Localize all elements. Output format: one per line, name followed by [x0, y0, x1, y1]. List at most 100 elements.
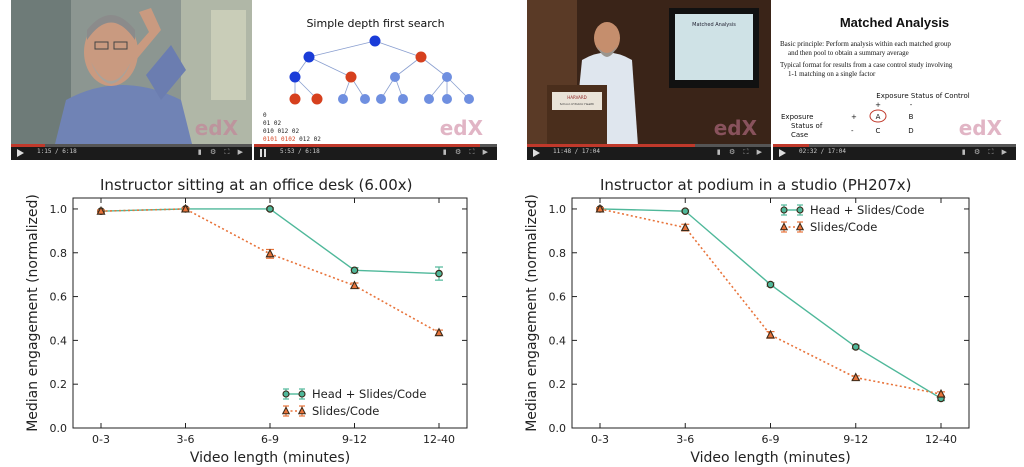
output-highlight: 0101 0102: [263, 136, 296, 143]
engagement-chart-podium: 0.0 0.2 0.4 0.6 0.8 1.0 0-3 3-6 6-9 9-12 12-40 Vide…: [524, 194, 970, 466]
slide-title: Matched Analysis: [839, 15, 950, 30]
x-tick-label: 9-12: [342, 433, 367, 446]
data-point-head-slides: [350, 266, 359, 275]
series-line: [100, 208, 440, 334]
video-controls: 1:15 / 6:18 ▮ ⚙ ⛶ ▶: [11, 144, 252, 160]
progress-fill: [254, 144, 480, 147]
legend-marker: [796, 206, 804, 214]
progress-bar[interactable]: [527, 144, 771, 147]
row-label: Case: [791, 131, 808, 139]
y-tick-label: 0.2: [549, 378, 567, 391]
progress-bar[interactable]: [11, 144, 252, 147]
slide-body: Basic principle: Perform analysis within…: [780, 40, 1012, 78]
legend-label: Slides/Code: [810, 220, 877, 234]
video-controls: 5:53 / 6:18 ▮ ⚙ ⛶ ▶: [254, 144, 497, 160]
cell-b: B: [909, 113, 914, 121]
legend-marker: [795, 222, 805, 231]
play-icon[interactable]: [533, 149, 540, 157]
cell-a: A: [876, 113, 881, 121]
podium-studio-scene: Matched Analysis HARVARD School of Publi…: [527, 0, 771, 160]
matched-table: Exposure Status of Control + - Exposure …: [781, 92, 970, 139]
chart-title: Instructor sitting at an office desk (6.…: [100, 176, 413, 194]
video-thumbnail-matched-analysis-slide[interactable]: Matched Analysis Basic principle: Perfor…: [773, 0, 1016, 160]
video-controls: 11:48 / 17:04 ▮ ⚙ ⛶ ▶: [527, 144, 771, 160]
data-point-slides-code: [180, 203, 191, 213]
y-tick-label: 0.0: [50, 422, 68, 435]
x-tick-label: 3-6: [676, 433, 694, 446]
data-point-slides-code: [680, 222, 690, 232]
play-icon[interactable]: [17, 149, 24, 157]
progress-fill: [527, 144, 696, 147]
video-thumbnail-dfs-slide[interactable]: Simple depth first search 0 01 02 010 01: [254, 0, 497, 160]
cell-c: C: [876, 127, 881, 135]
y-tick-label: 1.0: [549, 203, 567, 216]
video-time: 02:32 / 17:04: [799, 148, 846, 155]
data-point-head-slides: [435, 269, 443, 278]
data-point-head-slides: [851, 343, 860, 351]
y-tick-label: 0.4: [50, 334, 68, 347]
data-point-head-slides: [681, 207, 690, 215]
slide-paragraph: 1-1 matching on a single factor: [788, 69, 876, 78]
legend-label: Slides/Code: [312, 404, 379, 418]
video-controls: 02:32 / 17:04 ▮ ⚙ ⛶ ▶: [773, 144, 1016, 160]
progress-fill: [11, 144, 45, 147]
row-plus: +: [851, 113, 857, 121]
data-point-slides-code: [265, 248, 275, 258]
data-point-head-slides: [266, 205, 274, 213]
progress-fill: [773, 144, 810, 147]
plot-frame: [571, 197, 970, 429]
output-line: 010 012 02: [263, 128, 300, 135]
player-icons[interactable]: ▮ ⚙ ⛶ ▶: [197, 148, 246, 156]
progress-bar[interactable]: [773, 144, 1016, 147]
y-tick-label: 1.0: [50, 203, 68, 216]
engagement-chart-desk: 0.0 0.2 0.4 0.6 0.8 1.0 0-3 3-6 6-9 9-12 12-40 Vide…: [25, 194, 468, 466]
output-line: 0: [263, 112, 267, 119]
video-thumbnail-podium-instructor[interactable]: Matched Analysis HARVARD School of Publi…: [527, 0, 771, 160]
play-icon[interactable]: [779, 149, 786, 157]
row-minus: -: [851, 127, 854, 135]
slide-title: Simple depth first search: [306, 17, 445, 30]
y-tick-label: 0.2: [50, 378, 68, 391]
series-line: [599, 208, 942, 395]
legend-marker: [779, 222, 789, 231]
edx-logo: edX: [439, 116, 483, 140]
podium-sign: HARVARD: [567, 95, 586, 100]
x-tick-label: 6-9: [762, 433, 780, 446]
data-point-slides-code: [349, 280, 360, 290]
col-minus: -: [910, 101, 913, 109]
player-icons[interactable]: ▮ ⚙ ⛶ ▶: [961, 148, 1010, 156]
slide-paragraph: and then pool to obtain a summary averag…: [788, 48, 909, 57]
output-line: 012 02: [295, 136, 321, 143]
data-point-slides-code: [936, 388, 946, 398]
edx-logo: edX: [713, 116, 757, 140]
y-tick-label: 0.8: [549, 247, 567, 260]
data-point-slides-code: [595, 203, 605, 213]
podium-sign-sub: School of Public Health: [560, 102, 595, 106]
tv-slide-title: Matched Analysis: [692, 22, 736, 28]
pause-icon[interactable]: [260, 149, 266, 157]
y-tick-label: 0.0: [549, 422, 567, 435]
row-label: Status of: [791, 122, 823, 130]
player-icons[interactable]: ▮ ⚙ ⛶ ▶: [716, 148, 765, 156]
legend-marker: [281, 406, 291, 415]
legend-label: Head + Slides/Code: [810, 203, 924, 217]
legend-marker: [298, 390, 306, 398]
slide-paragraph: Typical format for results from a case c…: [780, 61, 953, 69]
circle-annotation: [869, 109, 887, 123]
video-time: 5:53 / 6:18: [280, 148, 320, 155]
x-tick-label: 6-9: [261, 433, 279, 446]
x-axis-label: Video length (minutes): [690, 450, 850, 466]
series-line: [599, 208, 942, 400]
edx-logo: edX: [194, 116, 238, 140]
progress-bar[interactable]: [254, 144, 497, 147]
x-tick-label: 9-12: [843, 433, 868, 446]
y-tick-label: 0.6: [50, 291, 68, 304]
table-header: Exposure Status of Control: [876, 92, 969, 100]
data-point-slides-code: [96, 205, 106, 215]
video-thumbnail-desk-instructor[interactable]: edX 1:15 / 6:18 ▮ ⚙ ⛶ ▶: [11, 0, 252, 160]
x-tick-label: 12-40: [423, 433, 455, 446]
data-point-slides-code: [765, 329, 776, 339]
video-time: 11:48 / 17:04: [553, 148, 600, 155]
data-point-slides-code: [851, 372, 861, 382]
player-icons[interactable]: ▮ ⚙ ⛶ ▶: [442, 148, 491, 156]
